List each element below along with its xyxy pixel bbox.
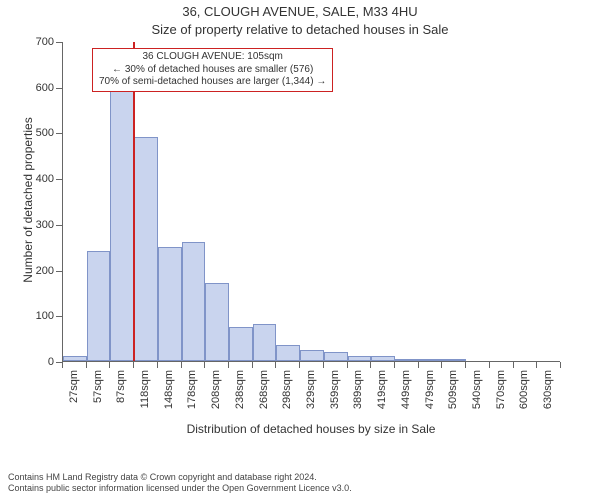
y-axis-label: Number of detached properties	[21, 90, 35, 310]
x-tick	[204, 362, 205, 368]
x-tick	[275, 362, 276, 368]
x-tick	[323, 362, 324, 368]
x-tick	[465, 362, 466, 368]
bar	[371, 356, 395, 361]
x-tick	[441, 362, 442, 368]
y-tick-label: 500	[22, 127, 54, 139]
footer-line2: Contains public sector information licen…	[8, 483, 352, 494]
x-tick	[252, 362, 253, 368]
bar	[87, 251, 111, 361]
y-tick	[56, 133, 62, 134]
y-tick	[56, 42, 62, 43]
x-tick-label: 268sqm	[258, 370, 270, 409]
y-tick	[56, 179, 62, 180]
bar	[63, 356, 87, 361]
chart-title-line2: Size of property relative to detached ho…	[0, 22, 600, 37]
x-tick-label: 540sqm	[471, 370, 483, 409]
x-tick-label: 570sqm	[495, 370, 507, 409]
y-tick-label: 300	[22, 219, 54, 231]
x-tick-label: 329sqm	[305, 370, 317, 409]
x-axis-label: Distribution of detached houses by size …	[62, 422, 560, 436]
x-tick-label: 600sqm	[518, 370, 530, 409]
bar	[158, 247, 182, 361]
x-tick	[157, 362, 158, 368]
x-tick	[228, 362, 229, 368]
bar	[182, 242, 206, 361]
x-tick	[109, 362, 110, 368]
y-tick	[56, 88, 62, 89]
bar	[348, 356, 372, 361]
x-tick	[560, 362, 561, 368]
y-tick	[56, 271, 62, 272]
x-tick-label: 238sqm	[234, 370, 246, 409]
x-tick-label: 298sqm	[281, 370, 293, 409]
footer-line1: Contains HM Land Registry data © Crown c…	[8, 472, 352, 483]
bar	[229, 327, 253, 361]
y-tick-label: 0	[22, 356, 54, 368]
x-tick-label: 57sqm	[92, 370, 104, 403]
x-tick	[536, 362, 537, 368]
x-tick	[418, 362, 419, 368]
x-tick-label: 630sqm	[542, 370, 554, 409]
bar	[134, 137, 158, 361]
y-tick-label: 400	[22, 173, 54, 185]
x-tick	[299, 362, 300, 368]
bar	[253, 324, 277, 361]
x-tick	[86, 362, 87, 368]
y-tick-label: 200	[22, 265, 54, 277]
info-line2: ← 30% of detached houses are smaller (57…	[99, 64, 326, 77]
x-tick-label: 359sqm	[329, 370, 341, 409]
y-tick	[56, 225, 62, 226]
x-tick	[62, 362, 63, 368]
bar	[110, 89, 134, 361]
x-tick-label: 208sqm	[210, 370, 222, 409]
x-tick-label: 449sqm	[400, 370, 412, 409]
x-tick-label: 27sqm	[68, 370, 80, 403]
bar	[419, 359, 443, 361]
x-tick-label: 479sqm	[424, 370, 436, 409]
x-tick	[370, 362, 371, 368]
x-tick-label: 118sqm	[139, 370, 151, 408]
x-tick	[394, 362, 395, 368]
y-tick-label: 700	[22, 36, 54, 48]
bar	[276, 345, 300, 361]
x-tick-label: 509sqm	[447, 370, 459, 409]
x-tick-label: 419sqm	[376, 370, 388, 409]
bar	[324, 352, 348, 361]
x-tick-label: 389sqm	[352, 370, 364, 409]
y-tick-label: 100	[22, 310, 54, 322]
chart-title-line1: 36, CLOUGH AVENUE, SALE, M33 4HU	[0, 4, 600, 19]
x-tick	[133, 362, 134, 368]
y-tick-label: 600	[22, 82, 54, 94]
bar	[395, 359, 419, 361]
info-box: 36 CLOUGH AVENUE: 105sqm ← 30% of detach…	[92, 48, 333, 92]
bar	[442, 359, 466, 361]
bar	[300, 350, 324, 361]
x-tick	[347, 362, 348, 368]
x-tick-label: 178sqm	[186, 370, 198, 409]
info-line3: 70% of semi-detached houses are larger (…	[99, 76, 326, 89]
x-tick	[513, 362, 514, 368]
footer: Contains HM Land Registry data © Crown c…	[8, 472, 352, 494]
x-tick	[181, 362, 182, 368]
x-tick-label: 148sqm	[163, 370, 175, 409]
info-line1: 36 CLOUGH AVENUE: 105sqm	[99, 51, 326, 64]
x-tick-label: 87sqm	[115, 370, 127, 403]
y-tick	[56, 316, 62, 317]
chart-container: 36, CLOUGH AVENUE, SALE, M33 4HU Size of…	[0, 0, 600, 500]
bar	[205, 283, 229, 361]
x-tick	[489, 362, 490, 368]
